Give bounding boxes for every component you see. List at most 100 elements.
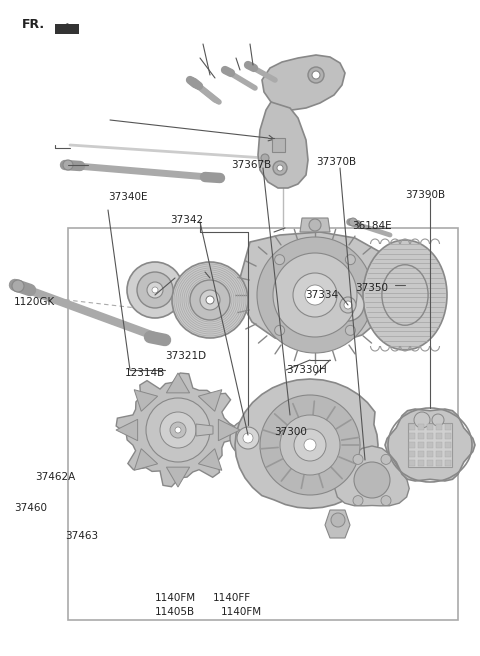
Circle shape [12,280,24,292]
Circle shape [257,237,373,353]
Bar [418,460,424,466]
Text: 37334: 37334 [305,290,338,300]
Bar [436,442,442,448]
Bar [418,451,424,457]
Circle shape [175,427,181,433]
Circle shape [304,439,316,451]
Circle shape [349,218,357,226]
Text: 37340E: 37340E [108,192,147,202]
Bar [436,433,442,439]
Text: FR.: FR. [22,18,45,30]
Text: 37390B: 37390B [405,190,445,200]
Polygon shape [272,138,285,152]
Text: 37460: 37460 [14,503,47,513]
Bar [418,442,424,448]
Circle shape [340,297,356,313]
Bar [427,433,433,439]
Circle shape [331,513,345,527]
Circle shape [206,296,214,304]
Bar [427,451,433,457]
Text: 36184E: 36184E [352,221,392,231]
Circle shape [273,161,287,175]
Polygon shape [335,446,409,506]
Bar [418,433,424,439]
Polygon shape [240,232,392,345]
Bar [427,460,433,466]
Text: 11405B: 11405B [155,607,195,617]
Circle shape [309,219,321,231]
Circle shape [294,429,326,461]
Polygon shape [218,419,240,441]
Circle shape [432,414,444,426]
Circle shape [152,287,158,293]
Circle shape [160,412,196,448]
Circle shape [381,455,391,464]
Text: 1140FM: 1140FM [221,607,262,617]
Polygon shape [198,449,222,470]
Circle shape [354,462,390,498]
Circle shape [277,165,283,171]
Circle shape [275,255,285,264]
Text: 37462A: 37462A [35,472,75,482]
Bar [427,424,433,430]
Text: 37463: 37463 [65,531,98,541]
Circle shape [305,285,325,305]
Bar [409,451,415,457]
Text: 37321D: 37321D [165,351,206,361]
Text: 1140FM: 1140FM [155,593,196,603]
Polygon shape [116,419,138,441]
Circle shape [312,71,320,79]
Bar [408,423,452,467]
Circle shape [137,272,173,308]
Circle shape [381,496,391,506]
Circle shape [63,160,73,170]
Polygon shape [300,218,330,232]
Polygon shape [198,390,222,411]
Polygon shape [235,379,378,508]
Circle shape [146,398,210,462]
Bar [436,424,442,430]
Polygon shape [325,510,350,538]
Polygon shape [134,390,157,411]
Circle shape [345,325,355,335]
Circle shape [308,67,324,83]
Polygon shape [258,102,308,188]
Circle shape [170,422,186,438]
Text: 37330H: 37330H [286,365,327,375]
Text: 37370B: 37370B [316,157,356,167]
Circle shape [293,273,337,317]
Circle shape [414,412,430,428]
Circle shape [127,262,183,318]
Bar [427,442,433,448]
Circle shape [353,496,363,506]
Text: 12314B: 12314B [125,368,165,378]
Polygon shape [167,373,190,393]
Polygon shape [116,373,240,487]
Circle shape [275,325,285,335]
Circle shape [353,455,363,464]
Text: 37350: 37350 [355,283,388,293]
Circle shape [243,433,253,443]
Text: 37367B: 37367B [231,160,271,170]
Bar [445,433,451,439]
Text: 37300: 37300 [274,427,307,437]
Bar [445,460,451,466]
Bar [445,451,451,457]
Text: 1140FF: 1140FF [213,593,251,603]
Bar [445,442,451,448]
Polygon shape [262,55,345,110]
Text: 37342: 37342 [170,215,203,225]
Circle shape [332,289,364,321]
Bar [409,442,415,448]
Bar [409,433,415,439]
Circle shape [147,282,163,298]
Circle shape [345,255,355,264]
Polygon shape [167,467,190,487]
Bar [409,424,415,430]
Circle shape [261,154,269,162]
Circle shape [280,415,340,475]
Circle shape [190,280,230,320]
Bar [445,424,451,430]
Circle shape [237,427,259,449]
Circle shape [200,290,220,310]
